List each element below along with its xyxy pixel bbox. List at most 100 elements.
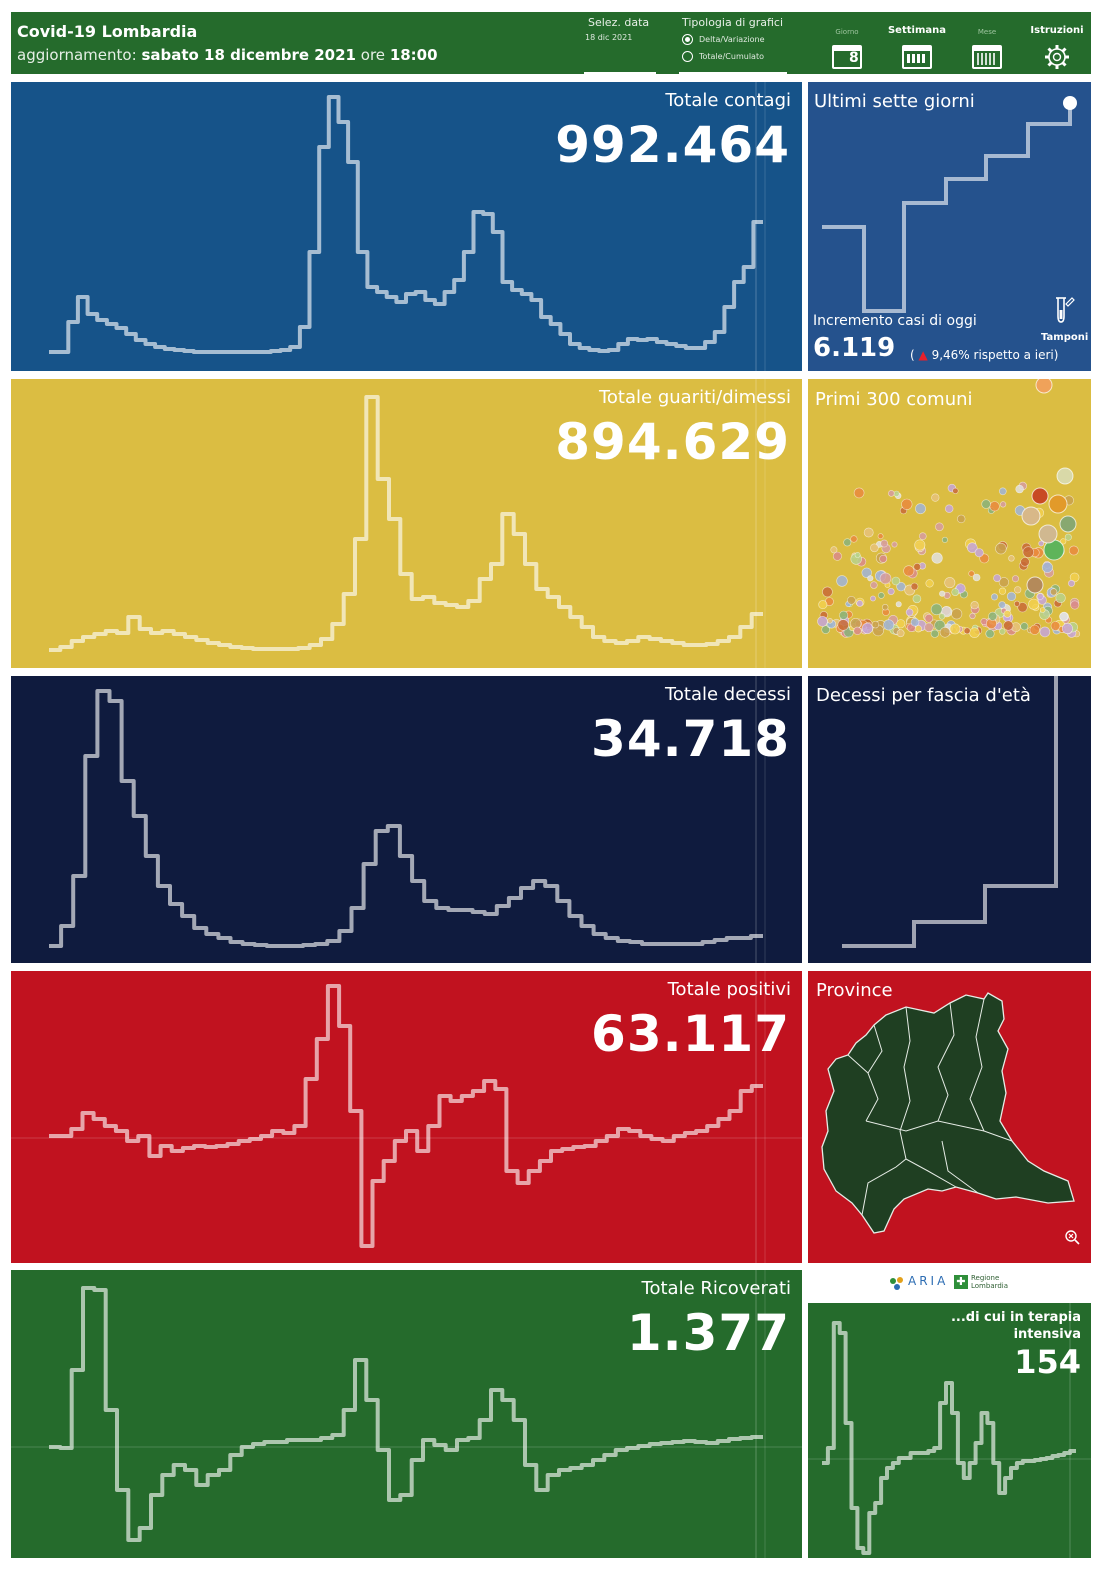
- comune-bubble[interactable]: [861, 622, 874, 634]
- comune-bubble[interactable]: [972, 573, 981, 582]
- comune-bubble[interactable]: [1026, 576, 1044, 594]
- date-selector[interactable]: Selez. data 18 dic 2021: [584, 15, 656, 74]
- radio-unselected-icon[interactable]: [682, 51, 693, 62]
- comuni-bubble-chart[interactable]: [808, 379, 1091, 668]
- comune-bubble[interactable]: [867, 575, 874, 582]
- comune-bubble[interactable]: [999, 628, 1006, 635]
- zoom-reset-icon[interactable]: [1064, 1229, 1080, 1245]
- comune-bubble[interactable]: [836, 575, 848, 587]
- comune-bubble[interactable]: [1059, 515, 1077, 533]
- comune-bubble[interactable]: [905, 608, 914, 617]
- test-tube-icon[interactable]: [1052, 294, 1076, 334]
- comune-bubble[interactable]: [853, 487, 865, 499]
- comune-bubble[interactable]: [871, 620, 880, 629]
- comune-bubble[interactable]: [839, 610, 849, 620]
- comune-bubble[interactable]: [878, 592, 885, 599]
- comune-bubble[interactable]: [910, 617, 920, 627]
- comune-bubble[interactable]: [914, 625, 922, 633]
- comune-bubble[interactable]: [969, 627, 980, 638]
- comune-bubble[interactable]: [1000, 501, 1007, 508]
- comune-bubble[interactable]: [901, 498, 913, 510]
- comune-bubble[interactable]: [924, 622, 934, 633]
- comune-bubble[interactable]: [993, 574, 1001, 582]
- comune-bubble[interactable]: [853, 626, 862, 635]
- comune-bubble[interactable]: [998, 577, 1009, 588]
- comune-bubble[interactable]: [896, 619, 906, 629]
- comune-bubble[interactable]: [1036, 593, 1044, 600]
- contagi-trend-chart[interactable]: [11, 82, 802, 371]
- comune-bubble[interactable]: [837, 619, 849, 631]
- comune-bubble[interactable]: [939, 627, 951, 638]
- comune-bubble[interactable]: [988, 611, 998, 621]
- comune-bubble[interactable]: [870, 581, 878, 589]
- comune-bubble[interactable]: [995, 542, 1007, 555]
- comune-bubble[interactable]: [888, 490, 895, 497]
- comune-bubble[interactable]: [919, 532, 927, 540]
- comune-bubble[interactable]: [931, 493, 940, 502]
- comune-bubble[interactable]: [968, 570, 975, 577]
- comune-bubble[interactable]: [1059, 612, 1069, 622]
- comune-bubble[interactable]: [1060, 538, 1067, 545]
- comune-bubble[interactable]: [895, 601, 902, 608]
- comune-bubble[interactable]: [1035, 379, 1053, 394]
- nav-mese-button[interactable]: Mese: [957, 16, 1017, 72]
- comune-bubble[interactable]: [891, 541, 898, 548]
- comune-bubble[interactable]: [832, 551, 842, 561]
- comune-bubble[interactable]: [930, 629, 939, 638]
- comune-bubble[interactable]: [818, 600, 828, 610]
- comune-bubble[interactable]: [1070, 600, 1080, 610]
- comune-bubble[interactable]: [981, 499, 991, 509]
- comune-bubble[interactable]: [989, 501, 1000, 512]
- comune-bubble[interactable]: [879, 554, 888, 563]
- comune-bubble[interactable]: [1038, 524, 1058, 544]
- comune-bubble[interactable]: [1061, 623, 1073, 635]
- comune-bubble[interactable]: [1031, 487, 1049, 505]
- comune-bubble[interactable]: [941, 536, 948, 543]
- comune-bubble[interactable]: [914, 539, 926, 551]
- positivi-trend-chart[interactable]: [11, 971, 802, 1263]
- comune-bubble[interactable]: [1015, 484, 1024, 494]
- comune-bubble[interactable]: [912, 594, 922, 604]
- comune-bubble[interactable]: [1014, 586, 1022, 594]
- comune-bubble[interactable]: [896, 629, 905, 638]
- comune-bubble[interactable]: [896, 581, 906, 592]
- comune-bubble[interactable]: [1064, 533, 1072, 541]
- comune-bubble[interactable]: [985, 629, 995, 639]
- comune-bubble[interactable]: [1039, 626, 1051, 638]
- comune-bubble[interactable]: [863, 527, 874, 538]
- comune-bubble[interactable]: [856, 599, 864, 607]
- comune-bubble[interactable]: [999, 487, 1007, 496]
- eta-chart[interactable]: [808, 676, 1091, 963]
- comune-bubble[interactable]: [1003, 620, 1014, 631]
- comune-bubble[interactable]: [1039, 607, 1046, 613]
- comune-bubble[interactable]: [877, 533, 884, 540]
- comune-bubble[interactable]: [1029, 624, 1040, 635]
- comune-bubble[interactable]: [861, 567, 872, 579]
- nav-istruzioni-button[interactable]: Istruzioni: [1027, 16, 1087, 72]
- comune-bubble[interactable]: [1017, 602, 1028, 613]
- comune-bubble[interactable]: [827, 618, 833, 624]
- today-point[interactable]: [1063, 96, 1077, 110]
- comune-bubble[interactable]: [1014, 600, 1021, 607]
- comune-bubble[interactable]: [1068, 545, 1079, 556]
- comune-bubble[interactable]: [830, 546, 838, 554]
- comune-bubble[interactable]: [887, 588, 895, 596]
- comune-bubble[interactable]: [1028, 598, 1040, 610]
- comune-bubble[interactable]: [870, 595, 876, 602]
- comune-bubble[interactable]: [925, 579, 934, 588]
- comune-bubble[interactable]: [1067, 579, 1075, 587]
- comune-bubble[interactable]: [944, 577, 956, 589]
- comune-bubble[interactable]: [1020, 622, 1029, 631]
- comune-bubble[interactable]: [938, 613, 946, 620]
- comune-bubble[interactable]: [915, 503, 926, 515]
- comune-bubble[interactable]: [951, 588, 960, 596]
- sette-giorni-chart[interactable]: [808, 82, 1091, 371]
- guariti-trend-chart[interactable]: [11, 379, 802, 668]
- nav-settimana-button[interactable]: Settimana: [887, 16, 947, 72]
- decessi-trend-chart[interactable]: [11, 676, 802, 963]
- comune-bubble[interactable]: [970, 601, 979, 610]
- comune-bubble[interactable]: [1050, 621, 1061, 631]
- comune-bubble[interactable]: [847, 596, 856, 605]
- comune-bubble[interactable]: [883, 619, 895, 631]
- comune-bubble[interactable]: [870, 543, 879, 553]
